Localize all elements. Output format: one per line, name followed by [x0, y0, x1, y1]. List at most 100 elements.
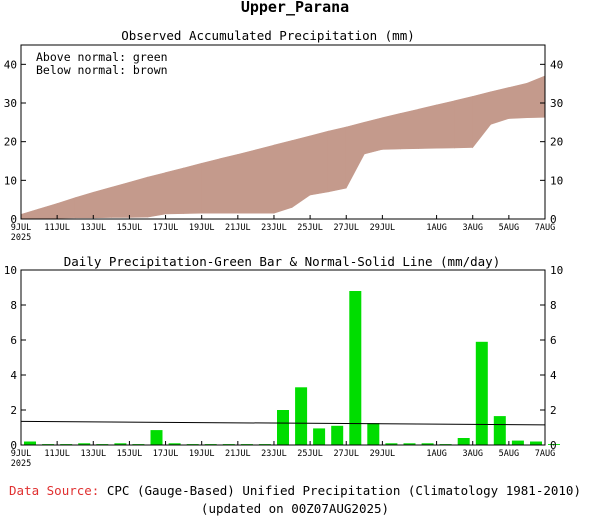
- daily-precip-bar: [493, 416, 506, 445]
- below-normal-area-segment: [74, 191, 94, 219]
- daily-x-tick-label: 3AUG: [462, 449, 482, 459]
- accum-x-tick-label: 13JUL: [80, 223, 106, 233]
- below-normal-area-segment: [363, 117, 383, 155]
- accum-x-tick-label: 27JUL: [333, 223, 359, 233]
- daily-precip-bar: [24, 441, 36, 445]
- daily-precip-bar: [78, 443, 91, 446]
- daily-x-tick-label: 1AUG: [426, 449, 446, 459]
- below-normal-area-segment: [291, 135, 311, 208]
- daily-precip-bar: [150, 430, 163, 445]
- accum-x-tick-label: 19JUL: [189, 223, 215, 233]
- daily-x-tick-label: 7AUG: [535, 449, 555, 459]
- accum-y-tick-label-right: 0: [550, 213, 557, 226]
- accum-x-tick-label: 9JUL: [11, 223, 31, 233]
- daily-y-tick-label-left: 8: [10, 299, 17, 312]
- daily-y-tick-label-right: 10: [550, 264, 563, 277]
- daily-precip-bar: [168, 443, 181, 446]
- accum-y-tick-label-left: 40: [4, 58, 17, 71]
- daily-y-tick-label-left: 10: [4, 264, 17, 277]
- accum-legend-line: Above normal: green: [36, 50, 168, 64]
- below-normal-area-segment: [400, 108, 419, 150]
- below-normal-area-segment: [56, 197, 76, 219]
- daily-precip-bar: [349, 291, 362, 445]
- accum-x-tick-label: 1AUG: [426, 223, 446, 233]
- daily-y-tick-label-right: 6: [550, 334, 557, 347]
- daily-x-tick-label: 11JUL: [44, 449, 70, 459]
- daily-y-tick-label-right: 4: [550, 369, 557, 382]
- daily-y-tick-label-right: 0: [550, 439, 557, 452]
- accum-y-tick-label-right: 30: [550, 97, 563, 110]
- below-normal-area-segment: [201, 158, 221, 214]
- below-normal-area-segment: [38, 203, 58, 219]
- data-source-label: Data Source:: [9, 483, 100, 498]
- accum-y-tick-label-left: 10: [4, 174, 17, 187]
- accum-x-tick-label: 25JUL: [297, 223, 323, 233]
- accum-y-tick-label-right: 40: [550, 58, 563, 71]
- below-normal-area-segment: [237, 149, 257, 214]
- below-normal-area-segment: [273, 140, 293, 214]
- accum-y-tick-label-left: 0: [10, 213, 17, 226]
- below-normal-area-segment: [255, 144, 275, 214]
- accum-x-tick-label: 17JUL: [153, 223, 179, 233]
- daily-y-tick-label-right: 8: [550, 299, 557, 312]
- daily-precip-bar: [385, 443, 398, 446]
- daily-x-tick-label: 13JUL: [80, 449, 106, 459]
- daily-precip-bar: [331, 425, 344, 446]
- below-normal-area-segment: [165, 167, 184, 215]
- accum-x-tick-label: 15JUL: [117, 223, 143, 233]
- accum-x-tick-label: 11JUL: [44, 223, 70, 233]
- daily-x-tick-label: 5AUG: [499, 449, 519, 459]
- daily-y-tick-label-left: 0: [10, 439, 17, 452]
- accum-y-tick-label-right: 10: [550, 174, 563, 187]
- daily-precip-bar: [475, 341, 488, 446]
- daily-precip-bar: [403, 443, 416, 446]
- below-normal-area-segment: [20, 208, 40, 219]
- below-normal-area-segment: [309, 130, 329, 196]
- below-normal-area-segment: [418, 104, 437, 149]
- daily-precip-bar: [367, 423, 380, 445]
- accum-x-year-label: 2025: [11, 233, 31, 243]
- daily-chart-title: Daily Precipitation-Green Bar & Normal-S…: [64, 254, 501, 269]
- daily-x-tick-label: 17JUL: [153, 449, 179, 459]
- region-title: Upper_Parana: [241, 0, 349, 16]
- daily-y-tick-label-left: 6: [10, 334, 17, 347]
- accum-y-tick-label-left: 30: [4, 97, 17, 110]
- accum-x-tick-label: 29JUL: [370, 223, 396, 233]
- normal-daily-line: [20, 420, 546, 426]
- daily-x-tick-label: 9JUL: [11, 449, 31, 459]
- updated-note: (updated on 00Z07AUG2025): [200, 501, 390, 516]
- accum-y-tick-label-left: 20: [4, 136, 17, 149]
- daily-x-year-label: 2025: [11, 459, 31, 469]
- daily-precip-bar: [277, 410, 289, 445]
- data-source-line: Data Source: CPC (Gauge-Based) Unified P…: [0, 483, 590, 498]
- daily-x-tick-label: 19JUL: [189, 449, 215, 459]
- daily-precip-bar: [313, 428, 326, 445]
- below-normal-area-segment: [508, 82, 528, 119]
- accum-x-tick-label: 5AUG: [499, 223, 519, 233]
- below-normal-area-segment: [147, 172, 166, 218]
- accum-x-tick-label: 21JUL: [225, 223, 251, 233]
- daily-precip-bar: [511, 440, 524, 445]
- data-source-text: CPC (Gauge-Based) Unified Precipitation …: [106, 483, 581, 498]
- daily-plot-frame: [20, 269, 546, 446]
- below-normal-area-segment: [183, 162, 202, 214]
- below-normal-area-segment: [219, 154, 239, 214]
- daily-y-tick-label-right: 2: [550, 404, 557, 417]
- accum-x-tick-label: 3AUG: [462, 223, 482, 233]
- below-normal-area-segment: [111, 181, 130, 218]
- below-normal-area-segment: [345, 121, 365, 189]
- below-normal-area-segment: [436, 100, 456, 149]
- accum-chart-title: Observed Accumulated Precipitation (mm): [121, 28, 415, 43]
- below-normal-area-segment: [490, 87, 510, 125]
- daily-precip-bar: [530, 441, 542, 445]
- daily-precip-bar: [457, 438, 470, 445]
- below-normal-area-segment: [472, 91, 492, 149]
- below-normal-area-segment: [129, 176, 148, 218]
- daily-x-tick-label: 25JUL: [297, 449, 323, 459]
- daily-x-tick-label: 21JUL: [225, 449, 251, 459]
- daily-y-tick-label-left: 4: [10, 369, 17, 382]
- daily-y-tick-label-left: 2: [10, 404, 17, 417]
- daily-precip-bar: [548, 444, 560, 445]
- daily-precip-bar: [421, 443, 434, 446]
